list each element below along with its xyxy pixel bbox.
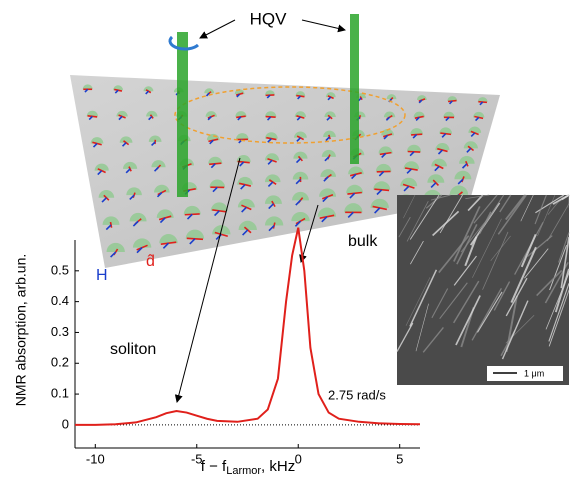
y-tick-label: 0.5 (51, 262, 69, 277)
x-tick-label: 0 (295, 451, 302, 466)
y-tick-label: 0.3 (51, 324, 69, 339)
vortex-rod (177, 32, 188, 197)
soliton-label: soliton (110, 341, 156, 358)
d-label: d̂ (146, 253, 155, 270)
y-tick-label: 0 (62, 416, 69, 431)
bulk-label: bulk (348, 233, 378, 250)
y-tick-label: 0.4 (51, 293, 69, 308)
hqv-label: HQV (250, 9, 288, 28)
scale-label: 1 μm (524, 368, 544, 378)
x-label-sub: Larmor (226, 465, 261, 477)
h-label: H (96, 267, 108, 284)
sem-image: 1 μm (397, 195, 569, 385)
x-axis-label: f − fLarmor, kHz (201, 458, 295, 477)
y-tick-label: 0.2 (51, 355, 69, 370)
y-axis-label: NMR absorption, arb.un. (13, 254, 29, 407)
x-tick-label: -5 (191, 451, 203, 466)
y-tick-label: 0.1 (51, 386, 69, 401)
legend-label: 2.75 rad/s (328, 387, 386, 402)
x-label-unit: , kHz (261, 458, 295, 475)
pointer (200, 20, 235, 38)
x-label-main: f − f (201, 458, 227, 475)
pointer (302, 20, 345, 30)
x-tick-label: 5 (396, 451, 403, 466)
vortex-rod (350, 14, 359, 164)
x-tick-label: -10 (86, 451, 105, 466)
